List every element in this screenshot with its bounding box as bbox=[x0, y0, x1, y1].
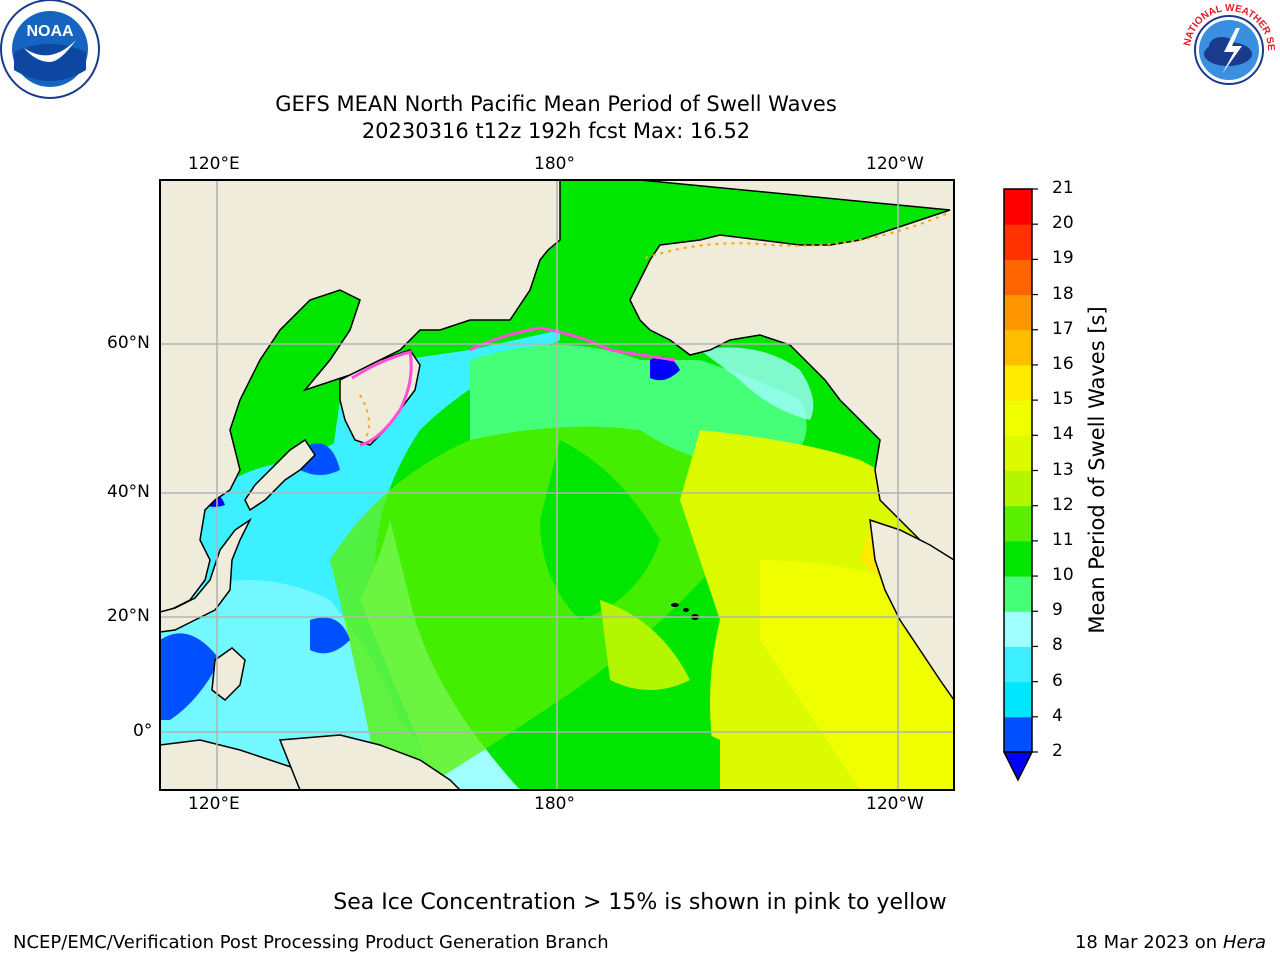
colorbar-segment bbox=[1004, 576, 1032, 612]
title-line-1: GEFS MEAN North Pacific Mean Period of S… bbox=[275, 92, 837, 116]
nws-logo: NATIONAL WEATHER SERVICE bbox=[1178, 0, 1276, 97]
colorbar-segment bbox=[1004, 364, 1032, 401]
colorbar-segment bbox=[1004, 716, 1032, 753]
colorbar-tick-label: 14 bbox=[1052, 424, 1074, 445]
noaa-logo: NOAA bbox=[0, 0, 100, 99]
title-line-2: 20230316 t12z 192h fcst Max: 16.52 bbox=[361, 119, 751, 143]
colorbar-segment bbox=[1004, 329, 1032, 366]
colorbar-tick-label: 6 bbox=[1052, 670, 1063, 691]
colorbar-tick-label: 17 bbox=[1052, 318, 1074, 339]
colorbar-segment bbox=[1004, 435, 1032, 471]
lon-label-bottom-180: 180° bbox=[534, 794, 575, 814]
colorbar-segment bbox=[1004, 400, 1032, 436]
footer-right: 18 Mar 2023 on Hera bbox=[1075, 932, 1266, 953]
map-field bbox=[160, 180, 954, 790]
colorbar-segment bbox=[1004, 505, 1032, 542]
colorbar-tick-label: 19 bbox=[1052, 248, 1074, 269]
colorbar-tick-label: 12 bbox=[1052, 494, 1074, 515]
noaa-logo-text: NOAA bbox=[26, 23, 74, 40]
colorbar-tick-label: 21 bbox=[1052, 178, 1074, 198]
colorbar-segment bbox=[1004, 646, 1032, 683]
colorbar-segment bbox=[1004, 294, 1032, 331]
colorbar-segment bbox=[1004, 259, 1032, 296]
colorbar-segment bbox=[1004, 611, 1032, 647]
colorbar-tick-label: 10 bbox=[1052, 565, 1074, 586]
colorbar-segment bbox=[1004, 681, 1032, 718]
lat-label-40n: 40°N bbox=[107, 482, 150, 502]
lon-label-bottom-120w: 120°W bbox=[866, 794, 924, 814]
colorbar-tick-label: 15 bbox=[1052, 389, 1074, 410]
lon-label-top-120w: 120°W bbox=[866, 154, 924, 174]
footer-date: 18 Mar 2023 on bbox=[1074, 932, 1218, 953]
colorbar-segment bbox=[1004, 224, 1032, 260]
colorbar-segment bbox=[1004, 189, 1032, 225]
colorbar-tick-label: 11 bbox=[1052, 529, 1074, 550]
colorbar-extend-triangle bbox=[1002, 751, 1034, 782]
colorbar-segment bbox=[1004, 540, 1032, 577]
lat-label-0: 0° bbox=[133, 721, 153, 741]
colorbar-tick-label: 2 bbox=[1052, 741, 1063, 761]
lon-label-top-180: 180° bbox=[534, 154, 575, 174]
lat-label-20n: 20°N bbox=[107, 606, 150, 626]
lon-label-top-120e: 120°E bbox=[188, 154, 240, 174]
colorbar-tick-label: 13 bbox=[1052, 459, 1074, 480]
colorbar-tick-label: 9 bbox=[1052, 600, 1063, 621]
lon-label-bottom-120e: 120°E bbox=[188, 794, 240, 814]
footer-left: NCEP/EMC/Verification Post Processing Pr… bbox=[13, 932, 609, 953]
colorbar bbox=[1002, 188, 1038, 782]
sea-ice-caption: Sea Ice Concentration > 15% is shown in … bbox=[333, 890, 947, 915]
footer-host: Hera bbox=[1222, 932, 1266, 953]
colorbar-tick-label: 18 bbox=[1052, 283, 1074, 304]
colorbar-tick-label: 16 bbox=[1052, 353, 1074, 374]
map-frame bbox=[159, 179, 955, 791]
lat-label-60n: 60°N bbox=[107, 333, 150, 353]
colorbar-tick-label: 4 bbox=[1052, 705, 1063, 726]
colorbar-tick-label: 20 bbox=[1052, 213, 1074, 234]
colorbar-tick-label: 8 bbox=[1052, 635, 1063, 656]
colorbar-label: Mean Period of Swell Waves [s] bbox=[1085, 306, 1109, 634]
colorbar-segment bbox=[1004, 470, 1032, 507]
graticule bbox=[160, 180, 954, 790]
